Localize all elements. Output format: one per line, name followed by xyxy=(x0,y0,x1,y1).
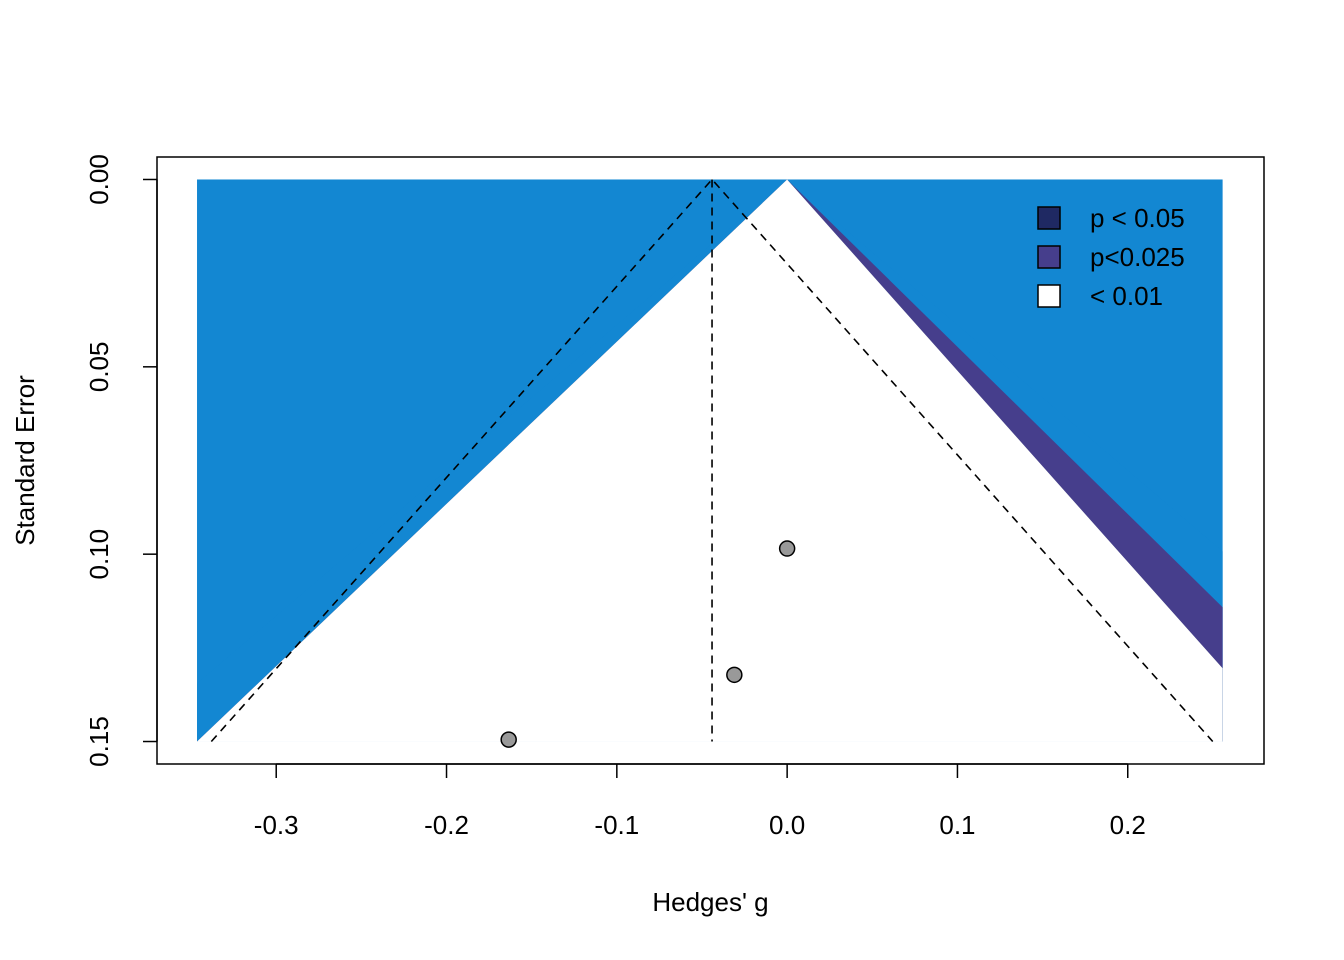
study-point xyxy=(778,540,796,557)
x-tick-label: -0.3 xyxy=(254,810,299,840)
legend-label: p<0.025 xyxy=(1090,242,1185,272)
x-axis-title: Hedges' g xyxy=(652,887,768,917)
x-tick-label: -0.1 xyxy=(594,810,639,840)
x-tick-label: -0.2 xyxy=(424,810,469,840)
y-tick-label: 0.10 xyxy=(84,529,114,580)
y-axis: 0.00 0.05 0.10 0.15 xyxy=(84,154,158,767)
significance-contours xyxy=(197,179,1223,742)
x-tick-label: 0.0 xyxy=(769,810,805,840)
study-point xyxy=(500,731,517,748)
funnel-guide-lines xyxy=(210,178,1214,743)
legend-label: < 0.01 xyxy=(1090,281,1163,311)
study-points xyxy=(500,540,796,748)
x-tick-label: 0.1 xyxy=(939,810,975,840)
legend-label: p < 0.05 xyxy=(1090,203,1185,233)
legend-swatch xyxy=(1037,284,1061,308)
legend-swatch xyxy=(1037,245,1061,269)
y-axis-title: Standard Error xyxy=(10,375,40,546)
study-point xyxy=(726,666,743,684)
legend: p < 0.05 p<0.025 < 0.01 xyxy=(1037,203,1185,311)
legend-swatch xyxy=(1037,206,1061,230)
x-tick-label: 0.2 xyxy=(1110,810,1146,840)
y-tick-label: 0.00 xyxy=(84,154,114,205)
x-axis: -0.3 -0.2 -0.1 0.0 0.1 0.2 xyxy=(254,763,1146,840)
nonsignificant-region xyxy=(197,179,1223,742)
y-tick-label: 0.05 xyxy=(84,342,114,393)
y-tick-label: 0.15 xyxy=(84,716,114,767)
